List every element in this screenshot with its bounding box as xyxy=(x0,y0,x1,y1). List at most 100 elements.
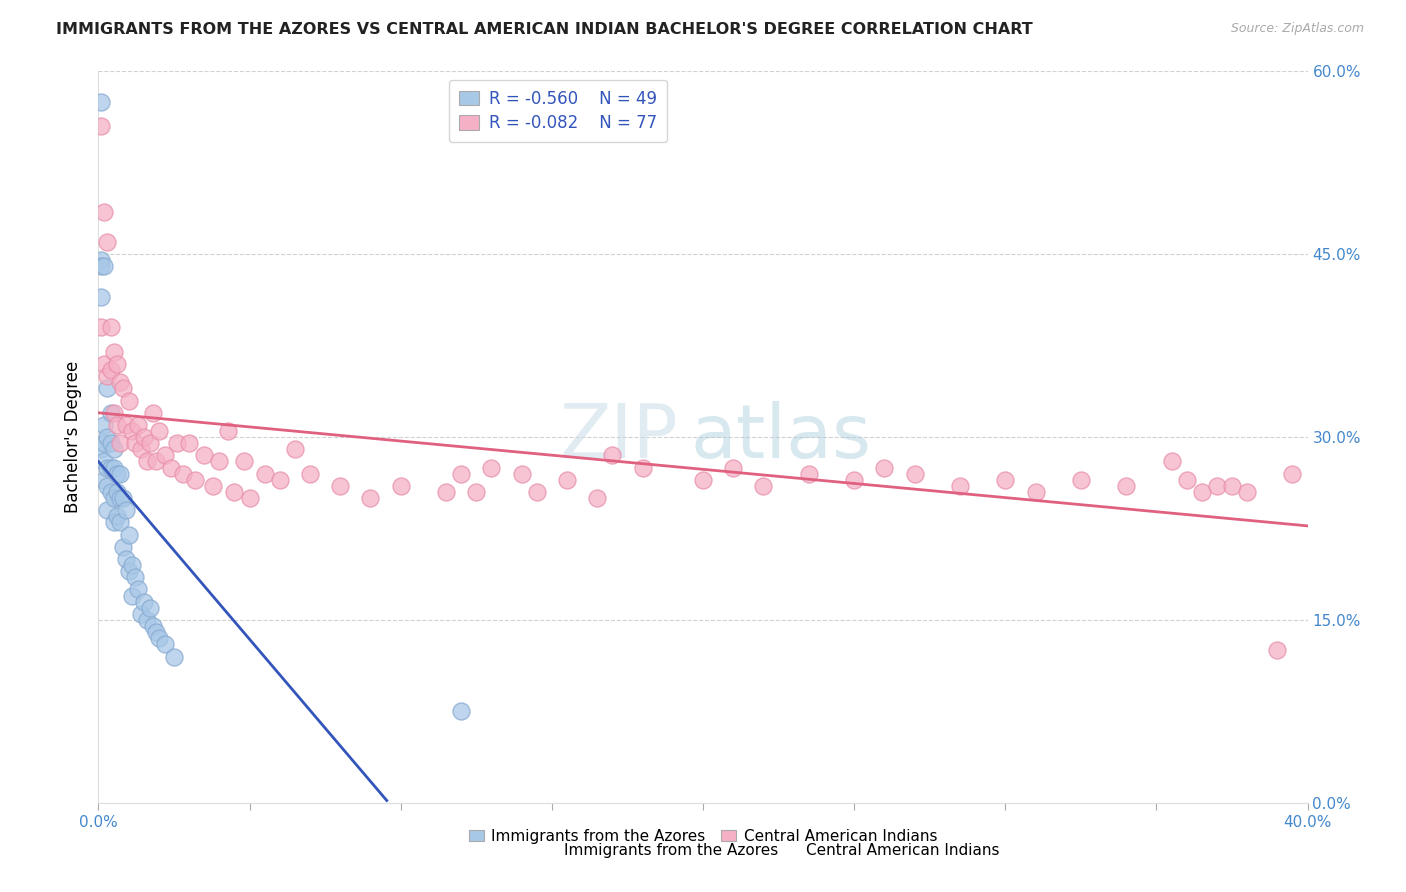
Text: Immigrants from the Azores: Immigrants from the Azores xyxy=(564,843,778,858)
Point xyxy=(90,95,112,109)
Point xyxy=(96,430,118,444)
Point xyxy=(121,424,143,438)
Point xyxy=(129,607,152,621)
Point xyxy=(160,460,183,475)
Point xyxy=(284,442,307,457)
Point xyxy=(96,460,118,475)
Point xyxy=(93,454,115,468)
Point xyxy=(526,485,548,500)
Point xyxy=(166,436,188,450)
Point xyxy=(142,406,165,420)
Point xyxy=(103,442,125,457)
Point xyxy=(90,119,112,133)
Point xyxy=(586,491,609,505)
Point xyxy=(434,485,457,500)
Point xyxy=(1175,473,1198,487)
Point xyxy=(118,527,141,541)
Point xyxy=(111,491,134,505)
Point xyxy=(994,473,1017,487)
Point xyxy=(93,357,115,371)
Point xyxy=(93,436,115,450)
Text: Source: ZipAtlas.com: Source: ZipAtlas.com xyxy=(1230,22,1364,36)
Text: atlas: atlas xyxy=(690,401,872,474)
Text: Central American Indians: Central American Indians xyxy=(806,843,1000,858)
Point xyxy=(90,260,112,274)
Point xyxy=(193,448,215,462)
Point xyxy=(118,393,141,408)
Point xyxy=(145,454,167,468)
Point xyxy=(93,473,115,487)
Point xyxy=(96,479,118,493)
Point xyxy=(1267,643,1289,657)
Point xyxy=(904,467,927,481)
Point xyxy=(145,625,167,640)
Point xyxy=(103,344,125,359)
Point xyxy=(1115,479,1137,493)
Point xyxy=(114,417,136,432)
Point xyxy=(450,467,472,481)
Point xyxy=(631,460,654,475)
Point xyxy=(239,491,262,505)
Point xyxy=(184,473,207,487)
Point xyxy=(105,467,128,481)
Legend: Immigrants from the Azores, Central American Indians: Immigrants from the Azores, Central Amer… xyxy=(463,822,943,850)
Point xyxy=(124,436,146,450)
Point xyxy=(100,436,122,450)
Point xyxy=(163,649,186,664)
Point xyxy=(103,491,125,505)
Point xyxy=(124,570,146,584)
Point xyxy=(129,442,152,457)
Point xyxy=(100,460,122,475)
Point xyxy=(1070,473,1092,487)
Point xyxy=(389,479,412,493)
Point xyxy=(329,479,352,493)
Point xyxy=(103,516,125,530)
Point xyxy=(100,406,122,420)
Point xyxy=(752,479,775,493)
Point xyxy=(481,460,503,475)
Point xyxy=(105,509,128,524)
Point xyxy=(96,503,118,517)
Point xyxy=(100,363,122,377)
Point xyxy=(1024,485,1046,500)
Point xyxy=(93,417,115,432)
Point xyxy=(100,320,122,334)
Point xyxy=(224,485,246,500)
Point xyxy=(111,540,134,554)
Point xyxy=(172,467,194,481)
Point xyxy=(118,564,141,578)
Point xyxy=(135,613,157,627)
Point xyxy=(232,454,254,468)
Point xyxy=(90,290,112,304)
Point xyxy=(949,479,972,493)
Point xyxy=(602,448,624,462)
Point xyxy=(114,503,136,517)
Point xyxy=(93,260,115,274)
Point xyxy=(844,473,866,487)
Point xyxy=(1191,485,1213,500)
Point xyxy=(100,485,122,500)
Point xyxy=(121,589,143,603)
Point xyxy=(121,558,143,573)
Point xyxy=(692,473,714,487)
Point xyxy=(108,436,131,450)
Point xyxy=(111,381,134,395)
Point xyxy=(360,491,382,505)
Point xyxy=(90,442,112,457)
Point xyxy=(108,467,131,481)
Point xyxy=(96,369,118,384)
Point xyxy=(105,417,128,432)
Point xyxy=(217,424,239,438)
Point xyxy=(510,467,533,481)
Point xyxy=(135,454,157,468)
Point xyxy=(105,357,128,371)
Point xyxy=(90,320,112,334)
Point xyxy=(873,460,896,475)
Point xyxy=(105,485,128,500)
Point xyxy=(114,552,136,566)
Point xyxy=(108,516,131,530)
Point xyxy=(1281,467,1303,481)
Point xyxy=(148,424,170,438)
Point xyxy=(139,436,162,450)
Point xyxy=(253,467,276,481)
